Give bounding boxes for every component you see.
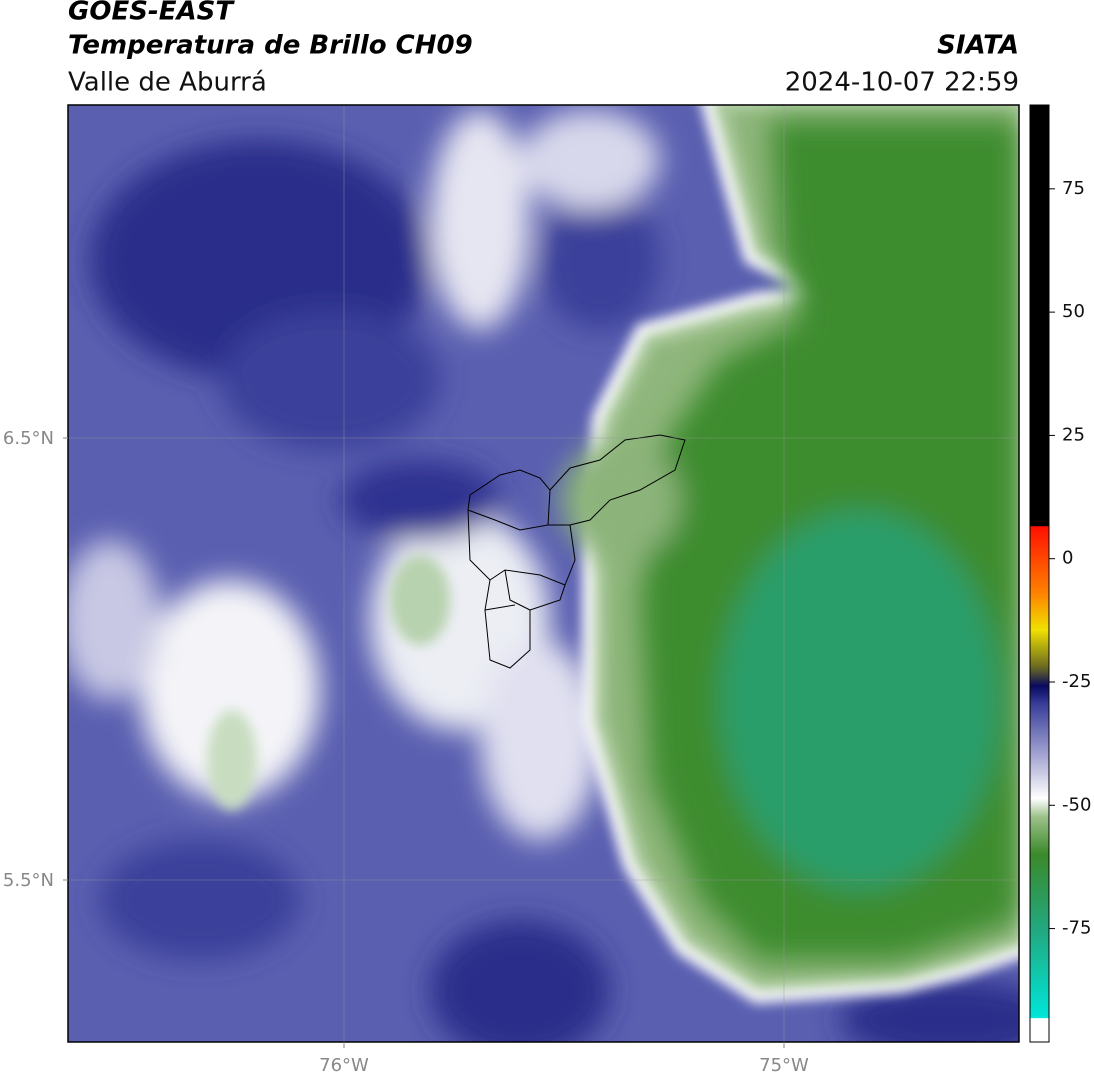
colorbar-tick-label: 50 — [1062, 301, 1085, 322]
title: GOES-EAST — [68, 0, 235, 27]
region: Valle de Aburrá — [68, 68, 267, 98]
lon-label: 76°W — [319, 1055, 369, 1076]
map-image — [68, 105, 1019, 1042]
lat-label: 6.5°N — [3, 428, 54, 449]
source: SIATA — [937, 31, 1019, 61]
lon-label: 75°W — [759, 1055, 809, 1076]
colorbar-tick-label: 25 — [1062, 424, 1085, 445]
lat-label: 5.5°N — [3, 870, 54, 891]
colorbar-tick-label: -50 — [1062, 794, 1091, 815]
datetime: 2024-10-07 22:59 — [785, 68, 1019, 98]
map-frame — [67, 104, 1020, 1043]
colorbar-tick-label: -75 — [1062, 918, 1091, 939]
colorbar-tick-label: 75 — [1062, 178, 1085, 199]
colorbar-tick-label: 0 — [1062, 548, 1073, 569]
colorbar-tick-label: -25 — [1062, 671, 1091, 692]
colorbar — [1029, 104, 1050, 1043]
subtitle: Temperatura de Brillo CH09 — [68, 31, 473, 61]
